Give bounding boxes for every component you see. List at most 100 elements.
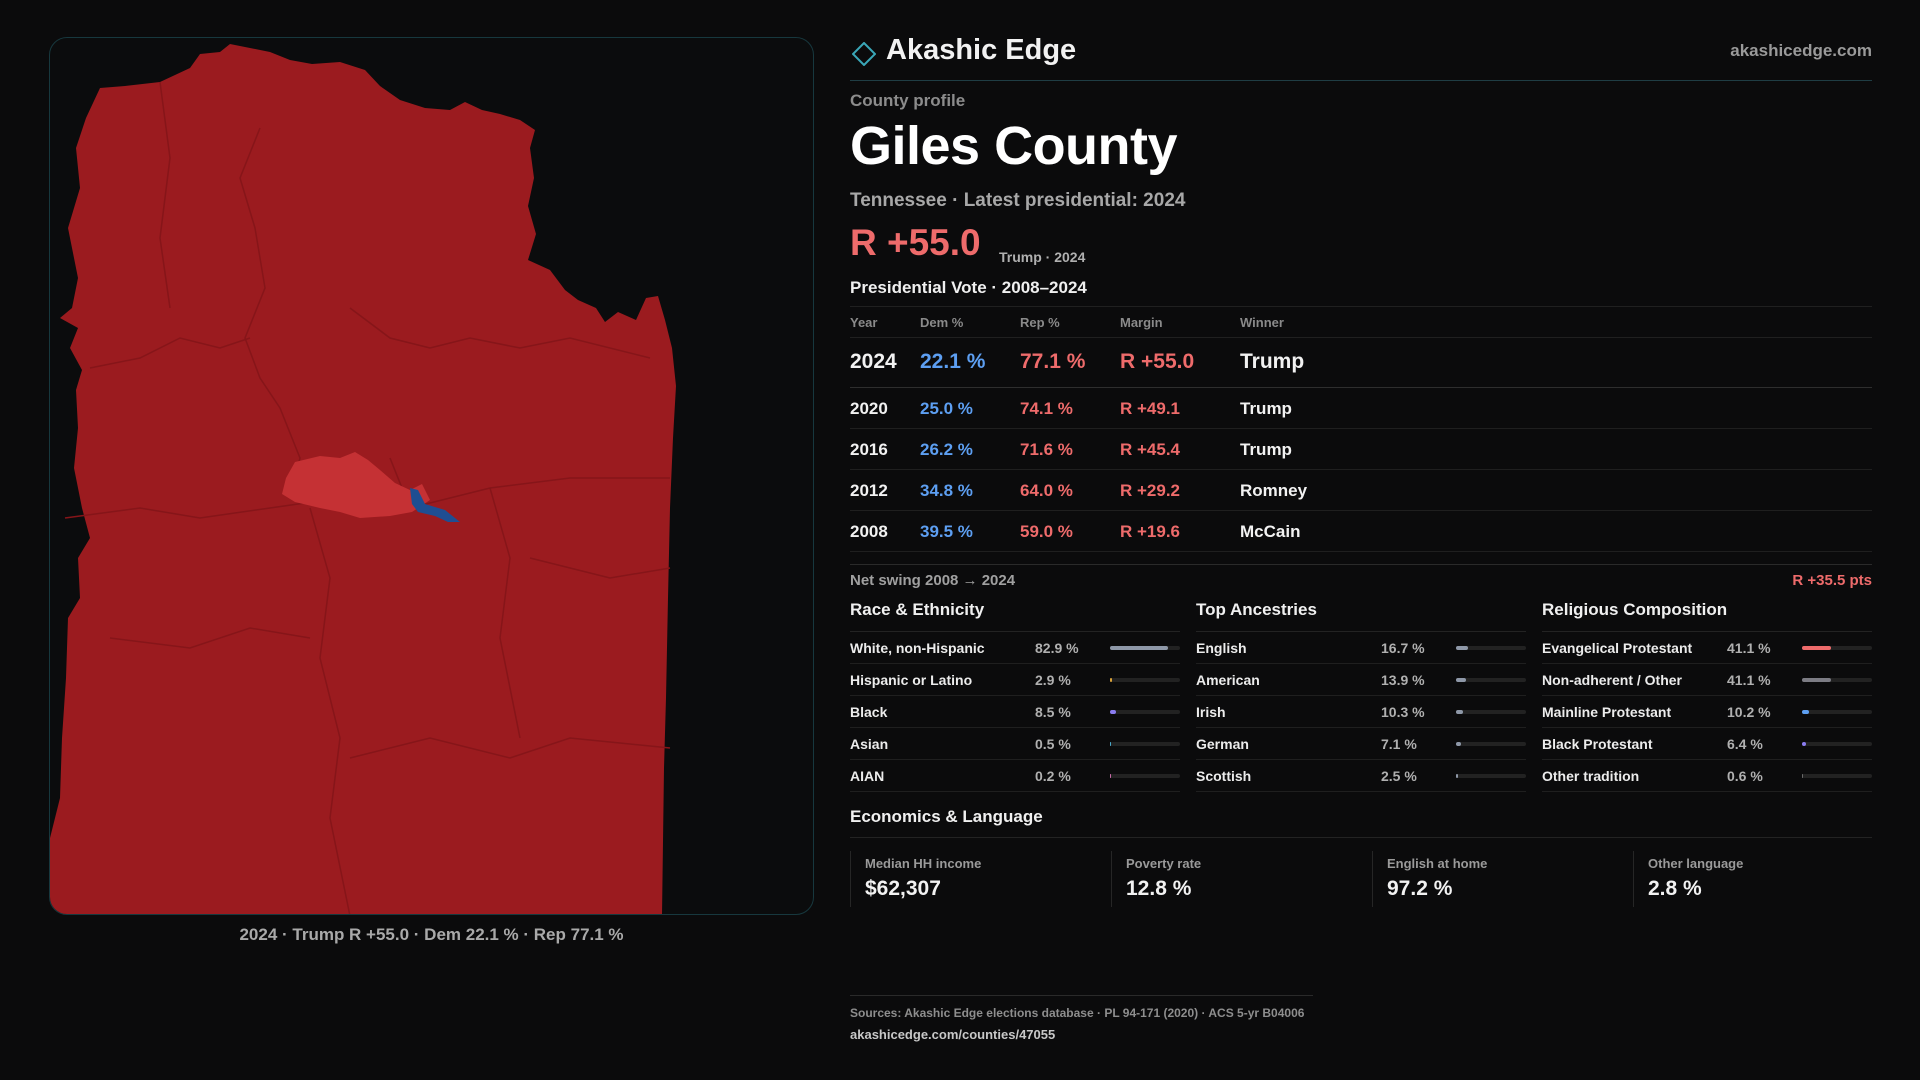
table-row[interactable]: 2008 39.5 % 59.0 % R +19.6 McCain [850, 511, 1872, 552]
cell-margin: R +49.1 [1120, 399, 1181, 418]
bar-track [1456, 774, 1526, 778]
county-profile-panel: Akashic Edge akashicedge.com County prof… [850, 0, 1872, 1080]
sources-note: Sources: Akashic Edge elections database… [850, 1006, 1305, 1020]
diamond-logo-icon [852, 42, 876, 66]
cell-year: 2012 [850, 481, 888, 500]
item-percent: 0.6 % [1727, 768, 1763, 784]
cell-winner: Trump [1240, 350, 1305, 373]
item-label: Black [850, 704, 888, 720]
cell-winner: Trump [1240, 399, 1292, 418]
map-caption: 2024 · Trump R +55.0 · Dem 22.1 % · Rep … [239, 925, 624, 944]
bar-track [1802, 646, 1872, 650]
cell-year: 2008 [850, 522, 888, 541]
stat-value: 97.2 % [1387, 877, 1453, 900]
cell-dem: 39.5 % [920, 522, 973, 541]
list-item: AIAN 0.2 % [850, 760, 1180, 792]
stat-value: 12.8 % [1126, 877, 1192, 900]
item-percent: 41.1 % [1727, 672, 1771, 688]
economics-section-title: Economics & Language [850, 807, 1043, 826]
item-label: Evangelical Protestant [1542, 640, 1693, 656]
cell-winner: McCain [1240, 522, 1301, 541]
cell-margin: R +45.4 [1120, 440, 1181, 459]
bar-fill [1802, 710, 1810, 714]
site-link[interactable]: akashicedge.com [1730, 41, 1872, 60]
ancestry-section: Top Ancestries English 16.7 % American 1… [1196, 600, 1526, 792]
page-title: Giles County [850, 116, 1178, 176]
bar-track [1456, 678, 1526, 682]
bar-fill [1802, 774, 1804, 778]
bar-fill [1110, 710, 1116, 714]
item-label: Scottish [1196, 768, 1252, 784]
stat-label: Poverty rate [1126, 856, 1202, 871]
race-section-title: Race & Ethnicity [850, 600, 1180, 632]
county-map-panel[interactable] [49, 37, 814, 915]
item-label: Other tradition [1542, 768, 1640, 784]
bar-track [1802, 710, 1872, 714]
bar-track [1456, 646, 1526, 650]
item-label: White, non-Hispanic [850, 640, 985, 656]
list-item: Asian 0.5 % [850, 728, 1180, 760]
brand-name[interactable]: Akashic Edge [886, 34, 1077, 66]
bar-track [1802, 678, 1872, 682]
col-header-winner: Winner [1240, 315, 1284, 330]
cell-margin: R +29.2 [1120, 481, 1181, 500]
list-item: Scottish 2.5 % [1196, 760, 1526, 792]
bar-track [1802, 742, 1872, 746]
permalink[interactable]: akashicedge.com/counties/47055 [850, 1027, 1056, 1042]
table-row[interactable]: 2012 34.8 % 64.0 % R +29.2 Romney [850, 470, 1872, 511]
vote-section-title: Presidential Vote · 2008–2024 [850, 278, 1087, 297]
item-percent: 41.1 % [1727, 640, 1771, 656]
list-item: Other tradition 0.6 % [1542, 760, 1872, 792]
stat-card: Other language 2.8 % [1633, 851, 1878, 907]
headline-margin-note: Trump · 2024 [999, 249, 1086, 265]
bar-track [1110, 774, 1180, 778]
bar-fill [1802, 742, 1807, 746]
bar-track [1110, 710, 1180, 714]
cell-year: 2020 [850, 399, 888, 418]
bar-fill [1456, 678, 1466, 682]
bar-fill [1802, 646, 1831, 650]
table-row[interactable]: 2016 26.2 % 71.6 % R +45.4 Trump [850, 429, 1872, 470]
cell-rep: 64.0 % [1020, 481, 1073, 500]
item-percent: 8.5 % [1035, 704, 1071, 720]
bar-fill [1110, 774, 1112, 778]
religion-section-title: Religious Composition [1542, 600, 1872, 632]
headline-margin: R +55.0 [850, 222, 981, 263]
economics-divider [850, 837, 1872, 838]
profile-subtitle: Tennessee · Latest presidential: 2024 [850, 190, 1186, 211]
cell-rep: 71.6 % [1020, 440, 1073, 459]
city-precinct-dem[interactable] [410, 488, 460, 522]
list-item: German 7.1 % [1196, 728, 1526, 760]
stat-label: Other language [1648, 856, 1744, 871]
cell-margin: R +55.0 [1120, 350, 1195, 373]
bar-fill [1456, 646, 1468, 650]
list-item: White, non-Hispanic 82.9 % [850, 632, 1180, 664]
religion-section: Religious Composition Evangelical Protes… [1542, 600, 1872, 792]
bar-fill [1110, 742, 1112, 746]
item-label: AIAN [850, 768, 885, 784]
list-item: American 13.9 % [1196, 664, 1526, 696]
list-item: Evangelical Protestant 41.1 % [1542, 632, 1872, 664]
item-percent: 7.1 % [1381, 736, 1417, 752]
swing-label: Net swing 2008 → 2024 [850, 572, 1016, 589]
bar-fill [1110, 678, 1113, 682]
bar-track [1456, 710, 1526, 714]
bar-fill [1456, 774, 1458, 778]
item-percent: 6.4 % [1727, 736, 1763, 752]
table-row[interactable]: 2020 25.0 % 74.1 % R +49.1 Trump [850, 388, 1872, 429]
list-item: Irish 10.3 % [1196, 696, 1526, 728]
bar-track [1456, 742, 1526, 746]
bar-fill [1802, 678, 1831, 682]
vote-table-header: Year Dem % Rep % Margin Winner [850, 306, 1872, 338]
bar-fill [1456, 710, 1464, 714]
race-section: Race & Ethnicity White, non-Hispanic 82.… [850, 600, 1180, 792]
ancestry-section-title: Top Ancestries [1196, 600, 1526, 632]
cell-year: 2016 [850, 440, 888, 459]
cell-dem: 25.0 % [920, 399, 973, 418]
city-precinct-rep[interactable] [282, 452, 430, 518]
item-percent: 10.3 % [1381, 704, 1425, 720]
list-item: Mainline Protestant 10.2 % [1542, 696, 1872, 728]
county-map[interactable] [50, 38, 814, 915]
table-row[interactable]: 2024 22.1 % 77.1 % R +55.0 Trump [850, 338, 1872, 388]
brand-header: Akashic Edge akashicedge.com [850, 32, 1872, 80]
